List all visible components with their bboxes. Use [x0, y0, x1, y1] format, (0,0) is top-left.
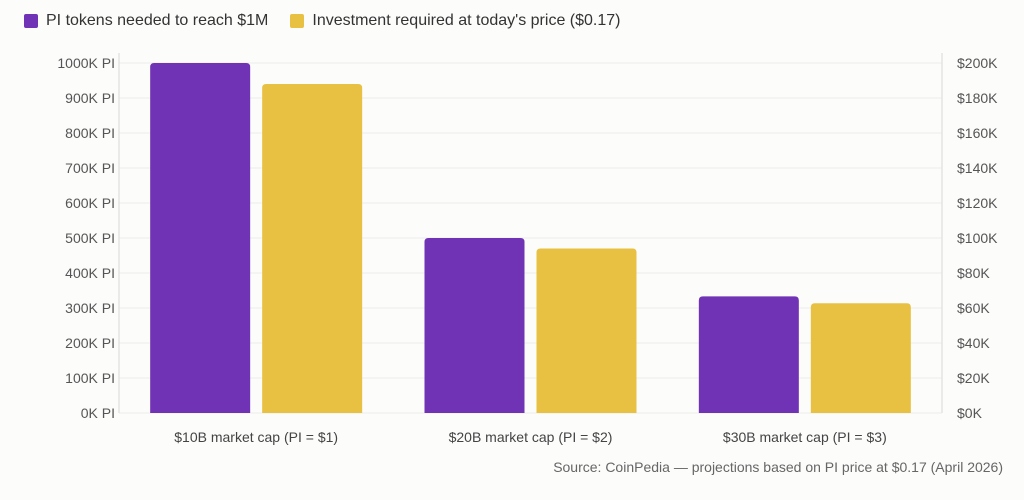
bar-investment [810, 303, 911, 413]
category-label: $20B market cap (PI = $2) [449, 429, 613, 445]
legend-swatch-purple [24, 14, 38, 28]
right-tick-label: $180K [957, 90, 998, 106]
left-tick-label: 300K PI [65, 300, 115, 316]
bar-investment [536, 248, 637, 413]
right-tick-label: $20K [957, 370, 990, 386]
right-tick-label: $140K [957, 160, 998, 176]
legend-item-pi-tokens[interactable]: PI tokens needed to reach $1M [24, 12, 268, 30]
left-tick-label: 0K PI [81, 405, 115, 421]
left-tick-label: 700K PI [65, 160, 115, 176]
right-tick-label: $200K [957, 55, 998, 71]
right-tick-label: $160K [957, 125, 998, 141]
right-tick-label: $80K [957, 265, 990, 281]
left-tick-label: 200K PI [65, 335, 115, 351]
bar-pi-tokens [698, 296, 799, 413]
legend-label: Investment required at today's price ($0… [312, 12, 621, 29]
left-tick-label: 600K PI [65, 195, 115, 211]
right-tick-label: $0K [957, 405, 983, 421]
left-tick-label: 900K PI [65, 90, 115, 106]
left-tick-label: 1000K PI [57, 55, 115, 71]
source-note: Source: CoinPedia — projections based on… [553, 459, 1003, 475]
right-tick-label: $120K [957, 195, 998, 211]
right-tick-label: $100K [957, 230, 998, 246]
bar-investment [262, 84, 363, 413]
bar-pi-tokens [424, 238, 525, 413]
legend-label: PI tokens needed to reach $1M [46, 12, 269, 29]
legend: PI tokens needed to reach $1M Investment… [24, 12, 620, 30]
legend-item-investment[interactable]: Investment required at today's price ($0… [290, 12, 620, 30]
left-tick-label: 100K PI [65, 370, 115, 386]
bar-pi-tokens [150, 63, 251, 413]
category-label: $30B market cap (PI = $3) [723, 429, 887, 445]
category-label: $10B market cap (PI = $1) [174, 429, 338, 445]
left-tick-label: 400K PI [65, 265, 115, 281]
left-tick-label: 500K PI [65, 230, 115, 246]
right-tick-label: $60K [957, 300, 990, 316]
legend-swatch-yellow [290, 14, 305, 28]
right-tick-label: $40K [957, 335, 990, 351]
left-tick-label: 800K PI [65, 125, 115, 141]
